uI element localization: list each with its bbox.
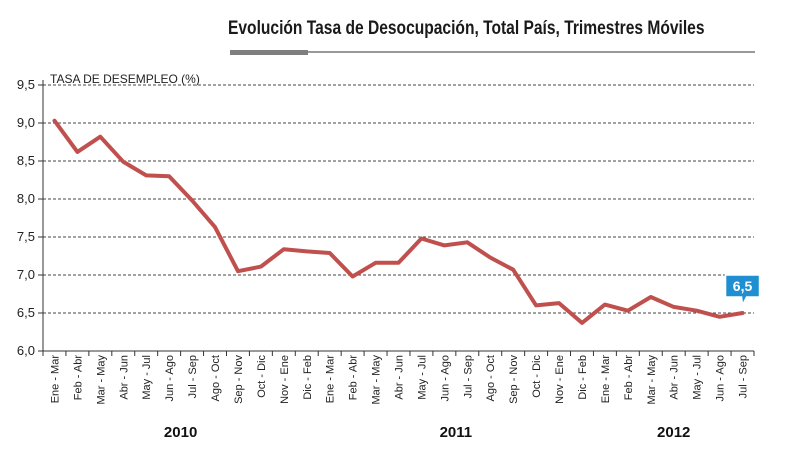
x-tick-label: Jul - Sep bbox=[738, 355, 750, 398]
y-axis-ticks: 6,0 6,5 7,0 7,5 8,0 8,5 9,0 9,5 bbox=[17, 77, 43, 358]
data-point bbox=[465, 240, 469, 244]
data-point bbox=[419, 237, 423, 241]
x-tick-label: Jun - Ago bbox=[439, 355, 451, 401]
x-tick-label: Feb - Abr bbox=[623, 355, 635, 401]
value-callout: 6,5 bbox=[724, 274, 761, 308]
data-point bbox=[144, 173, 148, 177]
x-tick-label: Jun - Ago bbox=[164, 355, 176, 401]
x-tick-label: Ene - Mar bbox=[600, 355, 612, 404]
year-label: 2010 bbox=[164, 424, 197, 441]
x-tick-label: Abr - Jun bbox=[394, 355, 406, 400]
x-tick-label: Ene - Mar bbox=[49, 355, 61, 404]
data-point bbox=[488, 256, 492, 260]
data-point bbox=[580, 321, 584, 325]
data-point bbox=[603, 303, 607, 307]
data-point bbox=[282, 247, 286, 251]
x-tick-label: Mar - May bbox=[371, 355, 383, 405]
data-point bbox=[305, 249, 309, 253]
data-point bbox=[52, 119, 56, 123]
data-point bbox=[236, 269, 240, 273]
data-point bbox=[121, 160, 125, 164]
x-tick-label: May - Jul bbox=[416, 355, 428, 400]
x-tick-label: Sep - Nov bbox=[508, 355, 520, 404]
y-tick-label: 6,5 bbox=[17, 305, 35, 320]
data-point bbox=[741, 311, 745, 315]
y-tick-label: 8,0 bbox=[17, 191, 35, 206]
x-tick-label: Ago - Oct bbox=[210, 355, 222, 401]
data-point bbox=[259, 265, 263, 269]
x-tick-label: Jun - Ago bbox=[715, 355, 727, 401]
x-tick-label: Dic - Feb bbox=[577, 355, 589, 400]
x-tick-label: Oct - Dic bbox=[531, 355, 543, 398]
y-axis-label: TASA DE DESEMPLEO (%) bbox=[50, 72, 200, 86]
y-tick-label: 8,5 bbox=[17, 153, 35, 168]
data-point bbox=[534, 303, 538, 307]
x-tick-label: Jul - Sep bbox=[462, 355, 474, 398]
x-tick-label: Feb - Abr bbox=[72, 355, 84, 401]
data-point bbox=[718, 315, 722, 319]
data-point bbox=[75, 150, 79, 154]
chart-title: Evolución Tasa de Desocupación, Total Pa… bbox=[228, 18, 705, 39]
x-axis: Ene - Mar Feb - Abr Mar - May Abr - Jun May … bbox=[42, 80, 755, 405]
x-tick-label: Jul - Sep bbox=[187, 355, 199, 398]
data-point bbox=[167, 174, 171, 178]
grid-lines bbox=[43, 84, 754, 314]
x-tick-label: Feb - Abr bbox=[348, 355, 360, 401]
year-labels: 2010 2011 2012 bbox=[164, 424, 690, 441]
data-point bbox=[557, 301, 561, 305]
y-tick-label: 9,0 bbox=[17, 115, 35, 130]
data-point bbox=[98, 135, 102, 139]
series-line bbox=[52, 118, 745, 325]
x-tick-label: Mar - May bbox=[95, 355, 107, 405]
callout-label: 6,5 bbox=[733, 278, 753, 294]
x-tick-label: Ene - Mar bbox=[325, 355, 337, 404]
data-point bbox=[649, 295, 653, 299]
callout-box bbox=[724, 274, 761, 308]
year-label: 2011 bbox=[440, 424, 473, 441]
series-group bbox=[52, 118, 745, 325]
data-point bbox=[328, 251, 332, 255]
x-tick-label: Nov - Ene bbox=[279, 355, 291, 404]
y-tick-label: 9,5 bbox=[17, 77, 35, 92]
x-tick-label: Nov - Ene bbox=[554, 355, 566, 404]
x-tick-label: Dic - Feb bbox=[302, 355, 314, 400]
x-tick-label: May - Jul bbox=[141, 355, 153, 400]
y-tick-label: 6,0 bbox=[17, 343, 35, 358]
data-point bbox=[213, 225, 217, 229]
data-point bbox=[695, 309, 699, 313]
data-point bbox=[374, 261, 378, 265]
x-tick-label: Sep - Nov bbox=[233, 355, 245, 404]
y-tick-label: 7,0 bbox=[17, 267, 35, 282]
x-tick-label: Abr - Jun bbox=[669, 355, 681, 400]
data-point bbox=[511, 268, 515, 272]
x-tick-label: Abr - Jun bbox=[118, 355, 130, 400]
x-tick-label: Oct - Dic bbox=[256, 355, 268, 398]
data-point bbox=[442, 243, 446, 247]
data-point bbox=[190, 199, 194, 203]
title-underline-accent bbox=[230, 50, 308, 55]
x-tick-label: May - Jul bbox=[692, 355, 704, 400]
year-label: 2012 bbox=[657, 424, 690, 441]
data-point bbox=[351, 275, 355, 279]
data-point bbox=[626, 309, 630, 313]
data-point bbox=[397, 261, 400, 265]
y-tick-label: 7,5 bbox=[17, 229, 35, 244]
x-tick-label: Mar - May bbox=[646, 355, 658, 405]
data-point bbox=[672, 305, 676, 309]
x-tick-label: Ago - Oct bbox=[485, 355, 497, 401]
